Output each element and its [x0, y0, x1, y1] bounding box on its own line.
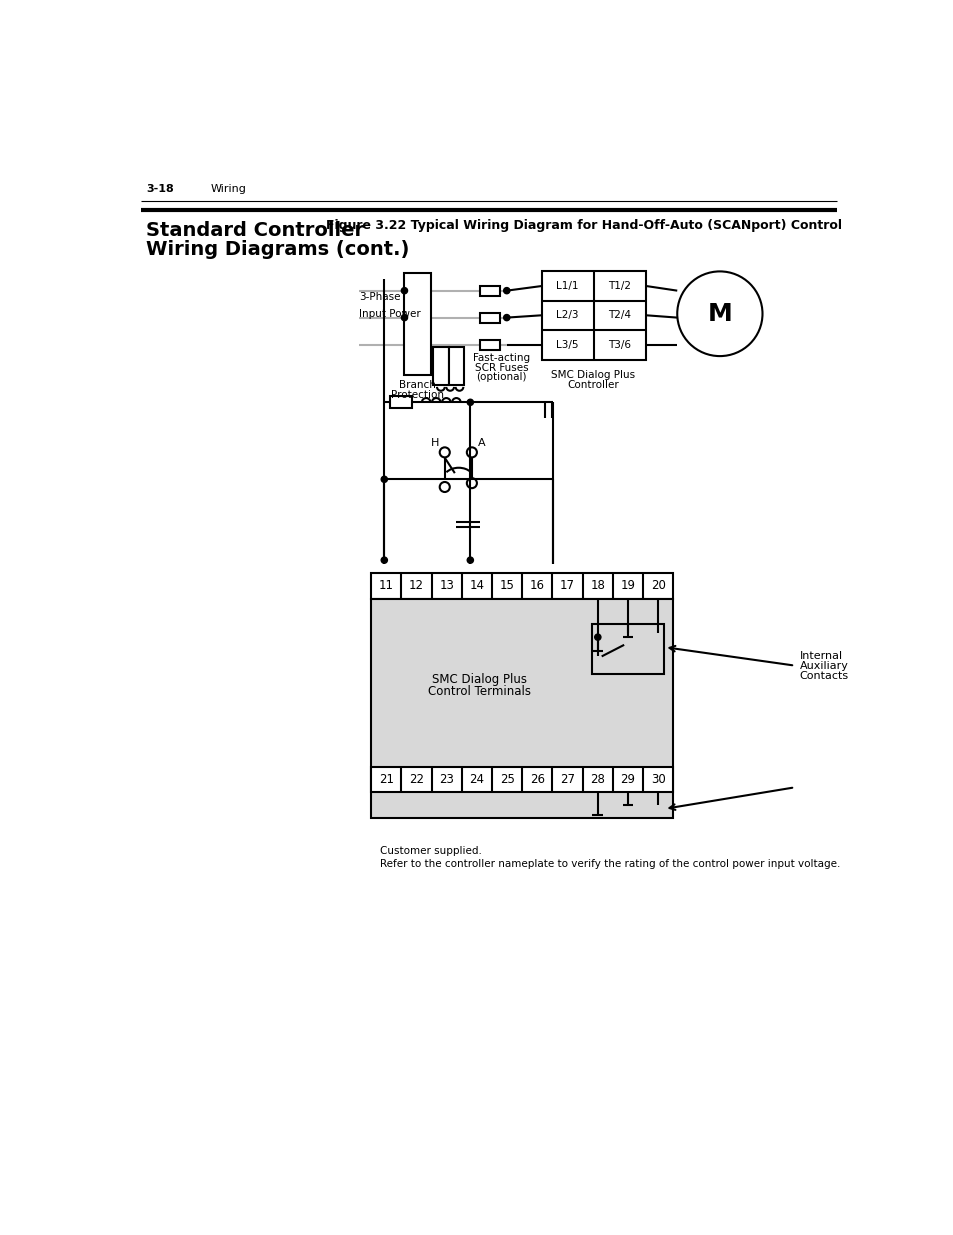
Text: M: M: [707, 301, 732, 326]
Text: Internal: Internal: [799, 651, 841, 662]
Text: 14: 14: [469, 579, 484, 593]
Bar: [479, 312, 499, 324]
Text: 15: 15: [499, 579, 514, 593]
Bar: [371, 573, 673, 599]
Text: A: A: [477, 438, 485, 448]
Text: Standard Controller: Standard Controller: [146, 221, 364, 240]
Bar: [371, 767, 673, 792]
Bar: [371, 599, 673, 818]
Bar: [592, 624, 663, 674]
Text: 13: 13: [438, 579, 454, 593]
Text: 29: 29: [619, 773, 635, 785]
Text: 23: 23: [438, 773, 454, 785]
Circle shape: [467, 557, 473, 563]
Text: 20: 20: [650, 579, 665, 593]
Text: 18: 18: [590, 579, 604, 593]
Text: L2/3: L2/3: [556, 310, 578, 320]
Text: Refer to the controller nameplate to verify the rating of the control power inpu: Refer to the controller nameplate to ver…: [379, 860, 840, 869]
Text: Auxiliary: Auxiliary: [799, 662, 847, 672]
Bar: [541, 272, 645, 359]
Text: 28: 28: [590, 773, 604, 785]
Circle shape: [503, 288, 509, 294]
Text: 12: 12: [409, 579, 423, 593]
Text: (optional): (optional): [476, 372, 526, 382]
Text: SCR Fuses: SCR Fuses: [474, 363, 528, 373]
Circle shape: [401, 315, 407, 321]
Bar: [479, 340, 499, 350]
Text: Controller: Controller: [567, 379, 618, 389]
Text: 27: 27: [559, 773, 575, 785]
Text: 11: 11: [378, 579, 394, 593]
Text: L3/5: L3/5: [556, 340, 578, 350]
Text: Protection: Protection: [391, 389, 444, 400]
Text: 22: 22: [409, 773, 423, 785]
Text: Control Terminals: Control Terminals: [428, 684, 531, 698]
Text: Contacts: Contacts: [799, 672, 848, 682]
Text: Wiring Diagrams (cont.): Wiring Diagrams (cont.): [146, 241, 410, 259]
Text: Wiring: Wiring: [211, 184, 246, 194]
Circle shape: [401, 288, 407, 294]
Circle shape: [381, 557, 387, 563]
Text: Fast-acting: Fast-acting: [473, 353, 529, 363]
Text: Customer supplied.: Customer supplied.: [379, 846, 481, 856]
Text: 3-18: 3-18: [146, 184, 174, 194]
Text: T3/6: T3/6: [608, 340, 631, 350]
Text: T2/4: T2/4: [608, 310, 631, 320]
Text: Figure 3.22 Typical Wiring Diagram for Hand-Off-Auto (SCANport) Control: Figure 3.22 Typical Wiring Diagram for H…: [326, 219, 841, 232]
Text: 21: 21: [378, 773, 394, 785]
Bar: [371, 599, 673, 818]
Bar: [433, 347, 448, 385]
Text: 26: 26: [529, 773, 544, 785]
Text: 17: 17: [559, 579, 575, 593]
Text: 30: 30: [650, 773, 665, 785]
Text: SMC Dialog Plus: SMC Dialog Plus: [432, 673, 527, 685]
Bar: [479, 287, 499, 296]
Text: 19: 19: [619, 579, 635, 593]
Text: Input Power: Input Power: [359, 309, 421, 319]
Text: SMC Dialog Plus: SMC Dialog Plus: [551, 370, 635, 380]
Text: H: H: [431, 438, 439, 448]
Bar: [390, 396, 412, 409]
Text: 16: 16: [529, 579, 544, 593]
Text: 3-Phase: 3-Phase: [359, 291, 400, 301]
Text: Branch: Branch: [398, 380, 436, 390]
Circle shape: [467, 399, 473, 405]
Text: T1/2: T1/2: [608, 282, 631, 291]
Text: 25: 25: [499, 773, 514, 785]
Circle shape: [594, 634, 600, 640]
Circle shape: [381, 477, 387, 483]
Circle shape: [503, 315, 509, 321]
Bar: [404, 273, 431, 374]
Text: 24: 24: [469, 773, 484, 785]
Bar: [448, 347, 464, 385]
Text: L1/1: L1/1: [556, 282, 578, 291]
